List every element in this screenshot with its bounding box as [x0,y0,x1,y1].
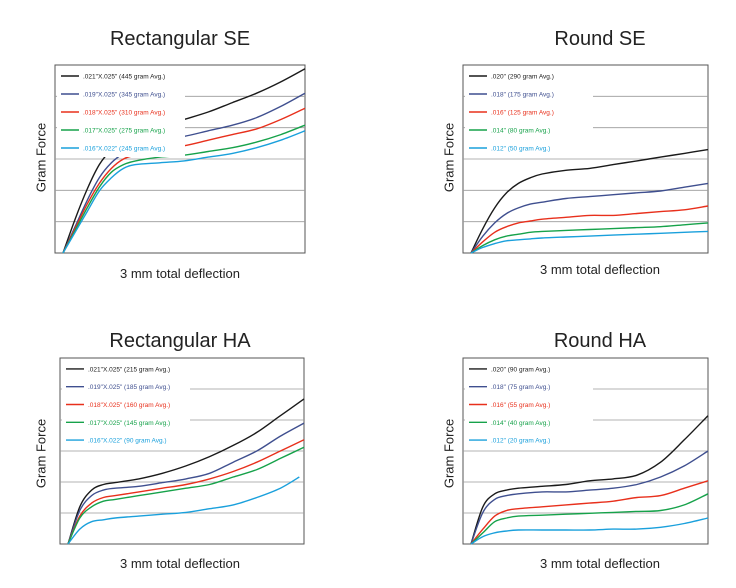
series-line [67,446,305,545]
chart-title: Round HA [553,330,647,352]
legend-label: .016" (55 gram Avg.) [491,402,550,409]
series-line [470,480,709,545]
series-line [470,182,709,254]
x-axis-label: 3 mm total deflection [120,556,240,571]
legend-label: .019"X.025" (185 gram Avg.) [88,384,170,391]
series-line [62,130,306,254]
legend-label: .016" (125 gram Avg.) [491,110,554,117]
x-axis-label: 3 mm total deflection [540,262,660,277]
chart-title: Rectangular HA [109,330,251,352]
series-line [470,415,709,545]
legend-label: .021"X.025" (445 gram Avg.) [83,74,165,81]
series-line [470,450,709,545]
series-line [62,124,306,254]
series-line [470,230,709,254]
chart-rectangular-se: .021"X.025" (445 gram Avg.) .019"X.025" (… [54,64,306,254]
legend-label: .016"X.022" (245 gram Avg.) [83,146,165,153]
legend-label: .018"X.025" (310 gram Avg.) [83,110,165,117]
legend-label: .017"X.025" (145 gram Avg.) [88,420,170,427]
series-line [470,205,709,254]
legend-label: .016"X.022" (90 gram Avg.) [88,438,167,445]
chart-round-se: .020" (290 gram Avg.) .018" (175 gram Avg… [462,64,709,254]
series-line [67,422,305,545]
legend-label: .012" (50 gram Avg.) [491,146,550,153]
legend-label: .017"X.025" (275 gram Avg.) [83,128,165,135]
x-axis-label: 3 mm total deflection [540,556,660,571]
legend-label: .019"X.025" (345 gram Avg.) [83,92,165,99]
chart-rectangular-ha: .021"X.025" (215 gram Avg.) .019"X.025" (… [59,357,305,545]
series-line [67,439,305,545]
chart-title: Round SE [554,28,646,50]
series-line [470,493,709,545]
legend-label: .018" (75 gram Avg.) [491,384,550,391]
legend-label: .018"X.025" (160 gram Avg.) [88,402,170,409]
legend-label: .012" (20 gram Avg.) [491,438,550,445]
legend-label: .021"X.025" (215 gram Avg.) [88,366,170,373]
legend-label: .018" (175 gram Avg.) [491,92,554,99]
x-axis-label: 3 mm total deflection [120,266,240,281]
series-line [470,222,709,254]
series-line [470,517,709,545]
chart-round-ha: .020" (90 gram Avg.) .018" (75 gram Avg.)… [462,357,709,545]
series-line [470,148,709,254]
series-line [67,476,300,545]
legend-label: .014" (80 gram Avg.) [491,128,550,135]
series-line [67,398,305,545]
legend-label: .020" (290 gram Avg.) [491,74,554,81]
legend-label: .014" (40 gram Avg.) [491,420,550,427]
chart-title: Rectangular SE [109,28,251,50]
legend-label: .020" (90 gram Avg.) [491,366,550,373]
